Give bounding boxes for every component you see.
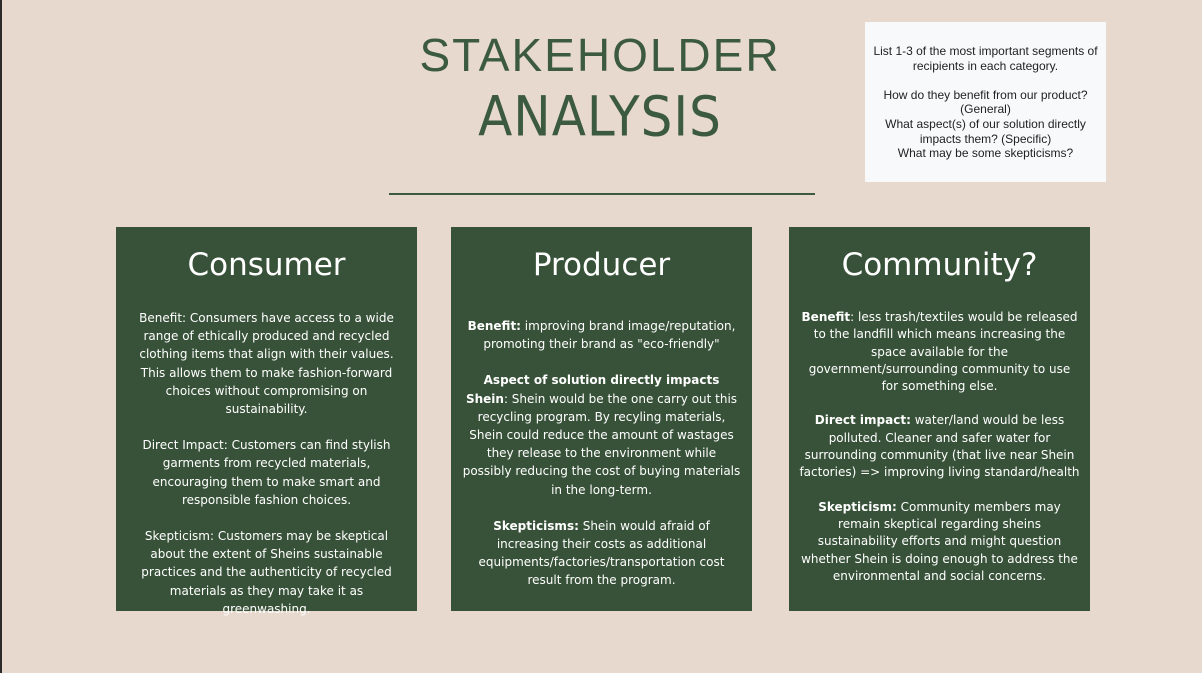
skepticism-value: Shein would afraid of increasing their c… [478, 518, 725, 588]
benefit-text: Benefit: improving brand image/reputatio… [461, 317, 742, 353]
note-line: What aspect(s) of our solution directly … [885, 116, 1086, 146]
benefit-text: Benefit: less trash/textiles would be re… [799, 309, 1080, 395]
card-heading: Consumer [187, 247, 346, 283]
impact-text: Aspect of solution directly impacts Shei… [461, 371, 742, 498]
card-body: Benefit: improving brand image/reputatio… [461, 317, 742, 608]
benefit-text: Benefit: Consumers have access to a wide… [139, 311, 394, 417]
skepticism-label: Skepticisms: [493, 518, 579, 533]
impact-text: Direct Impact: Customers can find stylis… [142, 438, 391, 507]
card-body: Benefit: Consumers have access to a wide… [126, 309, 407, 636]
slide-title-bottom: ANALYSIS [478, 85, 722, 149]
impact-value: water/land would be less polluted. Clean… [799, 413, 1080, 480]
benefit-value: : less trash/textiles would be released … [808, 310, 1078, 394]
card-body: Benefit: less trash/textiles would be re… [799, 309, 1080, 602]
skepticism-text: Skepticism: Customers may be skeptical a… [141, 529, 392, 616]
benefit-label: Benefit [801, 310, 851, 324]
skepticism-text: Skepticisms: Shein would afraid of incre… [461, 517, 742, 590]
benefit-value: improving brand image/reputation, promot… [483, 319, 736, 352]
benefit-label: Benefit: [467, 319, 521, 333]
impact-text: Direct impact: water/land would be less … [799, 412, 1080, 481]
consumer-card: Consumer Benefit: Consumers have access … [116, 227, 417, 616]
window-edge [0, 0, 2, 673]
instructions-note: List 1-3 of the most important segments … [865, 22, 1106, 182]
note-line: List 1-3 of the most important segments … [873, 44, 1098, 73]
skepticism-label: Skepticism: [818, 499, 897, 514]
card-heading: Producer [532, 247, 671, 283]
producer-card: Producer Benefit: improving brand image/… [451, 227, 752, 611]
community-card: Community? Benefit: less trash/textiles … [789, 227, 1090, 611]
impact-label: Aspect of solution directly impacts Shei… [465, 373, 720, 406]
skepticism-text: Skepticism: Community members may remain… [799, 499, 1080, 585]
slide-title-top: STAKEHOLDER [419, 29, 781, 81]
note-line: How do they benefit from our product? (G… [883, 87, 1088, 117]
note-line: What may be some skepticisms? [897, 146, 1074, 161]
impact-label: Direct impact: [814, 413, 911, 428]
skepticism-value: Community members may remain skeptical r… [801, 499, 1078, 583]
title-divider [389, 193, 815, 195]
card-heading: Community? [841, 247, 1038, 283]
impact-value: : Shein would be the one carry out this … [462, 391, 741, 497]
